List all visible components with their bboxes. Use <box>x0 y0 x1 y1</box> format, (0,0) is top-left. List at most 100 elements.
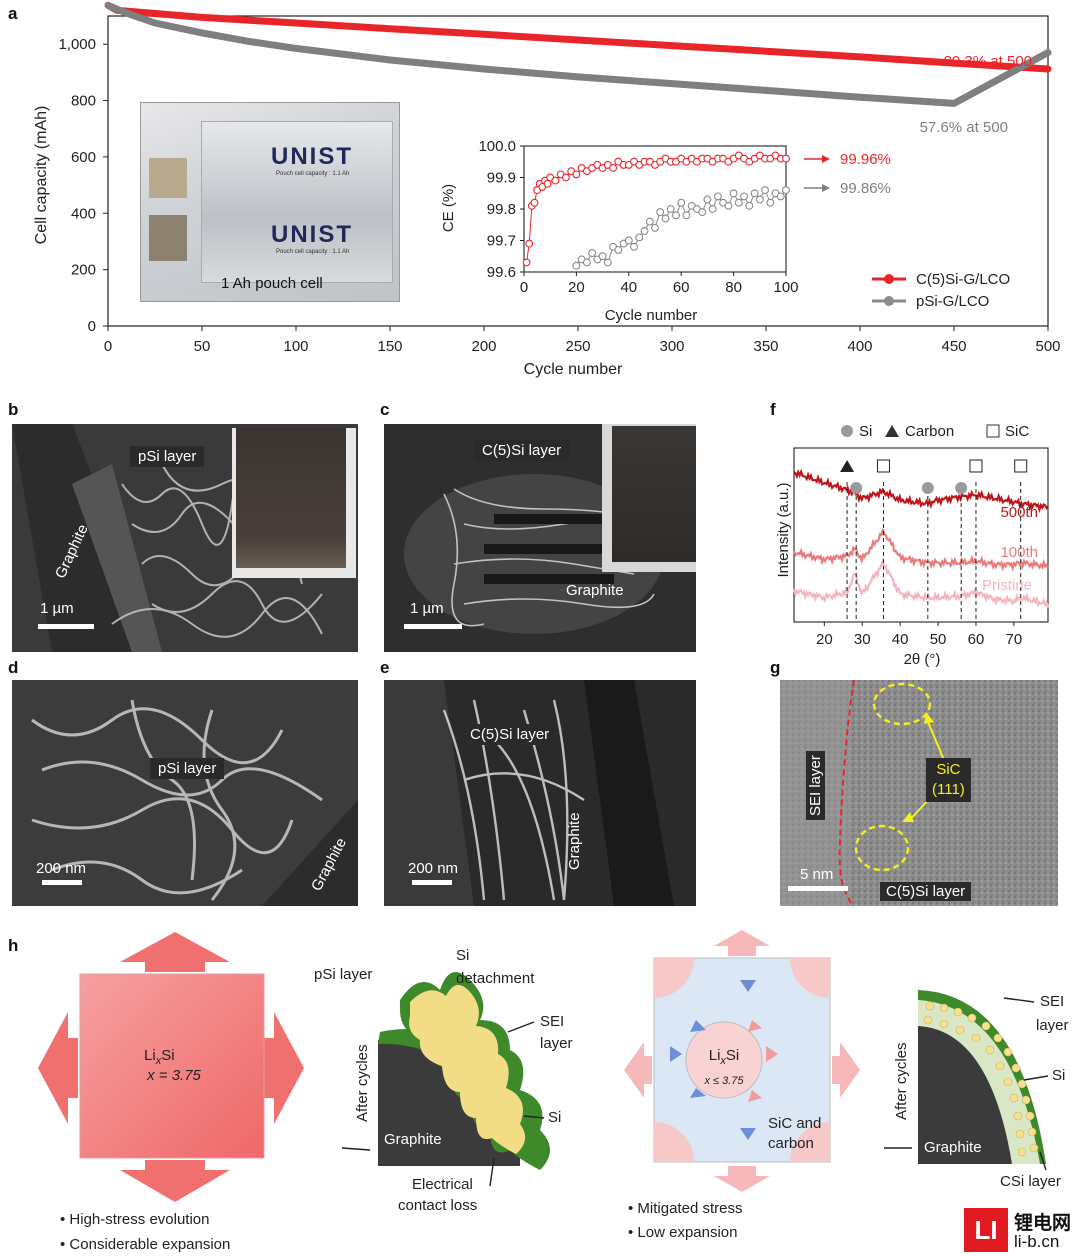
ce-y-tick-label: 99.9 <box>487 170 516 187</box>
legend-carbon-label: Carbon <box>905 423 954 440</box>
csi-graphite-schematic <box>918 990 1046 1164</box>
label-sic-g: SiC (111) <box>926 758 971 802</box>
xrd-label-100: 100th <box>1000 544 1038 561</box>
ce-point-1 <box>630 242 638 251</box>
panel-letter-g: g <box>770 658 781 677</box>
tab-electrode-2 <box>149 215 187 261</box>
watermark-cn: 锂电网 <box>1014 1213 1072 1234</box>
capacity-x-tick-label: 250 <box>565 338 590 355</box>
pouch-label-1: Pouch cell capacity : 1.1 Ah <box>276 171 350 177</box>
label-si-h1: Si <box>548 1109 561 1126</box>
capacity-x-tick-label: 50 <box>194 338 211 355</box>
label-csi-layer-e: C(5)Si layer <box>462 724 558 745</box>
ce-point-1 <box>666 205 675 213</box>
xrd-series-line-0 <box>793 468 1049 514</box>
capacity-series-line-1 <box>104 1 1052 107</box>
legend-label-gray: pSi-G/LCO <box>916 293 989 310</box>
ce-x-label: Cycle number <box>605 307 698 324</box>
sem-image-d: pSi layer Graphite 200 nm <box>12 680 358 906</box>
ce-point-1 <box>740 192 749 201</box>
legend-marker-red <box>884 274 894 284</box>
label-sei-h2-1: SEI <box>1040 993 1064 1010</box>
sem-texture-e <box>384 680 696 906</box>
pouch-label-2: Pouch cell capacity : 1.1 Ah <box>276 249 350 255</box>
lixsi-label-2: LixSi <box>709 1047 740 1067</box>
x-value-2: x ≤ 3.75 <box>703 1075 744 1087</box>
label-csi-layer-c: C(5)Si layer <box>474 440 570 461</box>
lixsi-expansion-schematic: LixSi x = 3.75 <box>38 932 304 1202</box>
panel-letter-c: c <box>380 400 390 419</box>
tab-electrode-1 <box>149 158 187 198</box>
panel-letter-h: h <box>8 936 19 955</box>
legend-si-label: Si <box>859 423 872 440</box>
legend-label-red: C(5)Si-G/LCO <box>916 271 1010 288</box>
label-graphite-h1: Graphite <box>384 1131 442 1148</box>
label-sei-h1-1: SEI <box>540 1013 564 1030</box>
electrode-photo-c <box>602 424 696 572</box>
sem-image-c: C(5)Si layer Graphite 1 µm <box>384 424 696 652</box>
xrd-sic-marker <box>969 459 983 473</box>
ce-annotation-gray: 99.86% <box>840 180 891 197</box>
ce-point-1 <box>745 201 754 210</box>
capacity-y-tick-label: 800 <box>71 93 96 110</box>
pouch-cell-photo: UNIST Pouch cell capacity : 1.1 Ah UNIST… <box>140 102 400 302</box>
label-si-detach-1: Si <box>456 947 469 964</box>
xrd-si-marker <box>921 482 934 494</box>
legend-sic-label: SiC <box>1005 423 1029 440</box>
ce-y-tick-label: 99.7 <box>487 233 516 250</box>
expansion-arrow-down <box>120 1160 230 1202</box>
panel-letter-b: b <box>8 400 19 419</box>
ce-point-1 <box>729 189 738 198</box>
panel-letter-d: d <box>8 658 19 677</box>
legend-marker-gray <box>884 296 894 306</box>
capacity-y-label: Cell capacity (mAh) <box>33 106 50 245</box>
ce-point-1 <box>776 192 785 201</box>
watermark-url: li-b.cn <box>1014 1232 1060 1251</box>
xrd-chart: 20 30 40 50 60 70 Si Carbon SiC 500th 100th P… <box>775 423 1050 668</box>
ce-y-tick-label: 99.8 <box>487 201 516 218</box>
label-psi-layer-b: pSi layer <box>130 446 205 467</box>
ce-point-1 <box>677 198 686 207</box>
scale-bar-d <box>42 880 82 885</box>
scale-text-c: 1 µm <box>410 600 444 617</box>
lixsi-box <box>79 973 265 1159</box>
pouch-caption: 1 Ah pouch cell <box>221 275 323 292</box>
xrd-y-label: Intensity (a.u.) <box>775 482 792 577</box>
capacity-x-tick-label: 150 <box>377 338 402 355</box>
unist-logo-2: UNIST <box>271 221 353 248</box>
label-sei-h2-2: layer <box>1036 1017 1069 1034</box>
capacity-x-tick-label: 0 <box>104 338 112 355</box>
panel-letter-e: e <box>380 658 390 677</box>
xrd-si-marker <box>850 482 863 494</box>
ce-point-0 <box>782 154 790 163</box>
scale-bar-c <box>404 624 462 629</box>
scale-text-b: 1 µm <box>40 600 74 617</box>
ce-point-1 <box>703 195 712 204</box>
capacity-x-tick-label: 450 <box>941 338 966 355</box>
sem-image-e: C(5)Si layer Graphite 200 nm <box>384 680 696 906</box>
ce-point-1 <box>661 214 670 223</box>
annotation-gray: 57.6% at 500 <box>920 119 1008 136</box>
scale-bar-e <box>412 880 452 885</box>
bullet-mitigated-stress: • Mitigated stress <box>628 1200 743 1217</box>
ce-point-1 <box>724 201 733 210</box>
ce-point-0 <box>572 170 581 179</box>
label-graphite-h2: Graphite <box>924 1139 982 1156</box>
ce-x-tick-label: 100 <box>773 279 798 296</box>
xrd-x-tick-label: 50 <box>930 631 947 648</box>
bullet-low-expansion: • Low expansion <box>628 1224 738 1241</box>
ce-point-1 <box>713 192 722 201</box>
capacity-chart-series <box>104 1 1052 107</box>
label-after-cycles-1: After cycles <box>354 1044 371 1122</box>
lixsi-circle <box>685 1021 763 1099</box>
ce-point-1 <box>645 217 654 226</box>
capacity-y-tick-label: 400 <box>71 205 96 222</box>
xrd-series-line-1 <box>792 528 1049 572</box>
ce-point-0 <box>525 239 534 248</box>
expansion-arrow-up <box>120 932 230 972</box>
ce-x-tick-label: 0 <box>520 279 528 296</box>
label-graphite-c: Graphite <box>566 582 624 599</box>
capacity-x-tick-label: 500 <box>1035 338 1060 355</box>
ce-point-1 <box>672 211 680 220</box>
label-psi-layer-d: pSi layer <box>150 758 225 779</box>
